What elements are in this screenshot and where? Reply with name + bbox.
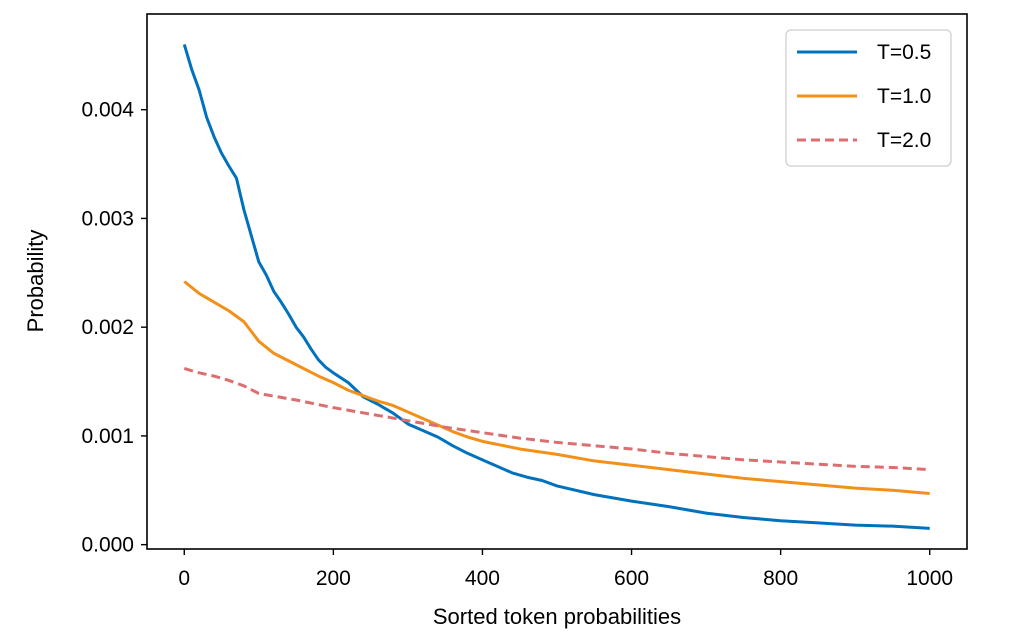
- x-ticks: 0 200 400 600 800 1000: [178, 549, 953, 590]
- x-tick-label-1: 200: [316, 567, 351, 590]
- series-line-0: [182, 44, 930, 530]
- y-tick-label-3: 0.003: [81, 207, 134, 230]
- series-layer: [182, 44, 930, 530]
- y-ticks: 0.000 0.001 0.002 0.003 0.004: [81, 99, 147, 557]
- x-tick-label-5: 1000: [906, 567, 953, 590]
- series-line-1: [183, 280, 930, 496]
- x-tick-label-2: 400: [465, 567, 500, 590]
- legend-label-t10: T=1.0: [877, 85, 931, 108]
- x-axis-label: Sorted token probabilities: [433, 604, 681, 629]
- legend-label-t05: T=0.5: [877, 41, 931, 64]
- x-tick-label-0: 0: [178, 567, 190, 590]
- x-tick-label-4: 800: [763, 567, 798, 590]
- y-tick-label-4: 0.004: [81, 99, 134, 122]
- y-tick-label-0: 0.000: [81, 534, 134, 557]
- legend-label-t20: T=2.0: [877, 129, 931, 152]
- legend-box: [785, 29, 952, 167]
- y-tick-label-2: 0.002: [81, 316, 134, 339]
- x-tick-label-3: 600: [614, 567, 649, 590]
- y-axis-label: Probability: [23, 230, 48, 333]
- series-line-2: [183, 367, 930, 472]
- legend: T=0.5 T=1.0 T=2.0: [785, 29, 952, 167]
- y-tick-label-1: 0.001: [81, 425, 134, 448]
